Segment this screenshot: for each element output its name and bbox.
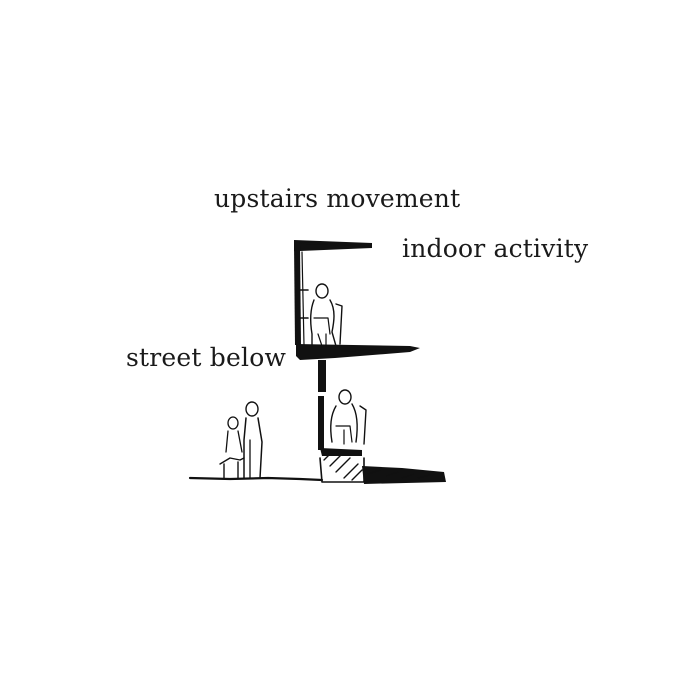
label-indoor-activity: indoor activity xyxy=(402,234,589,263)
label-street-below: street below xyxy=(126,343,287,372)
upper-window xyxy=(299,289,309,319)
upper-wall xyxy=(294,244,305,346)
upper-seated-person xyxy=(309,283,343,347)
lower-seated-person xyxy=(330,389,367,445)
label-upstairs-movement: upstairs movement xyxy=(214,184,461,213)
upper-floor-slab xyxy=(296,344,420,360)
dog-sketch xyxy=(219,457,245,479)
upper-roof-slab xyxy=(294,240,372,251)
street-people xyxy=(225,401,263,479)
hatched-base xyxy=(319,448,446,484)
lower-wall xyxy=(318,360,326,450)
ground-line xyxy=(188,476,324,482)
